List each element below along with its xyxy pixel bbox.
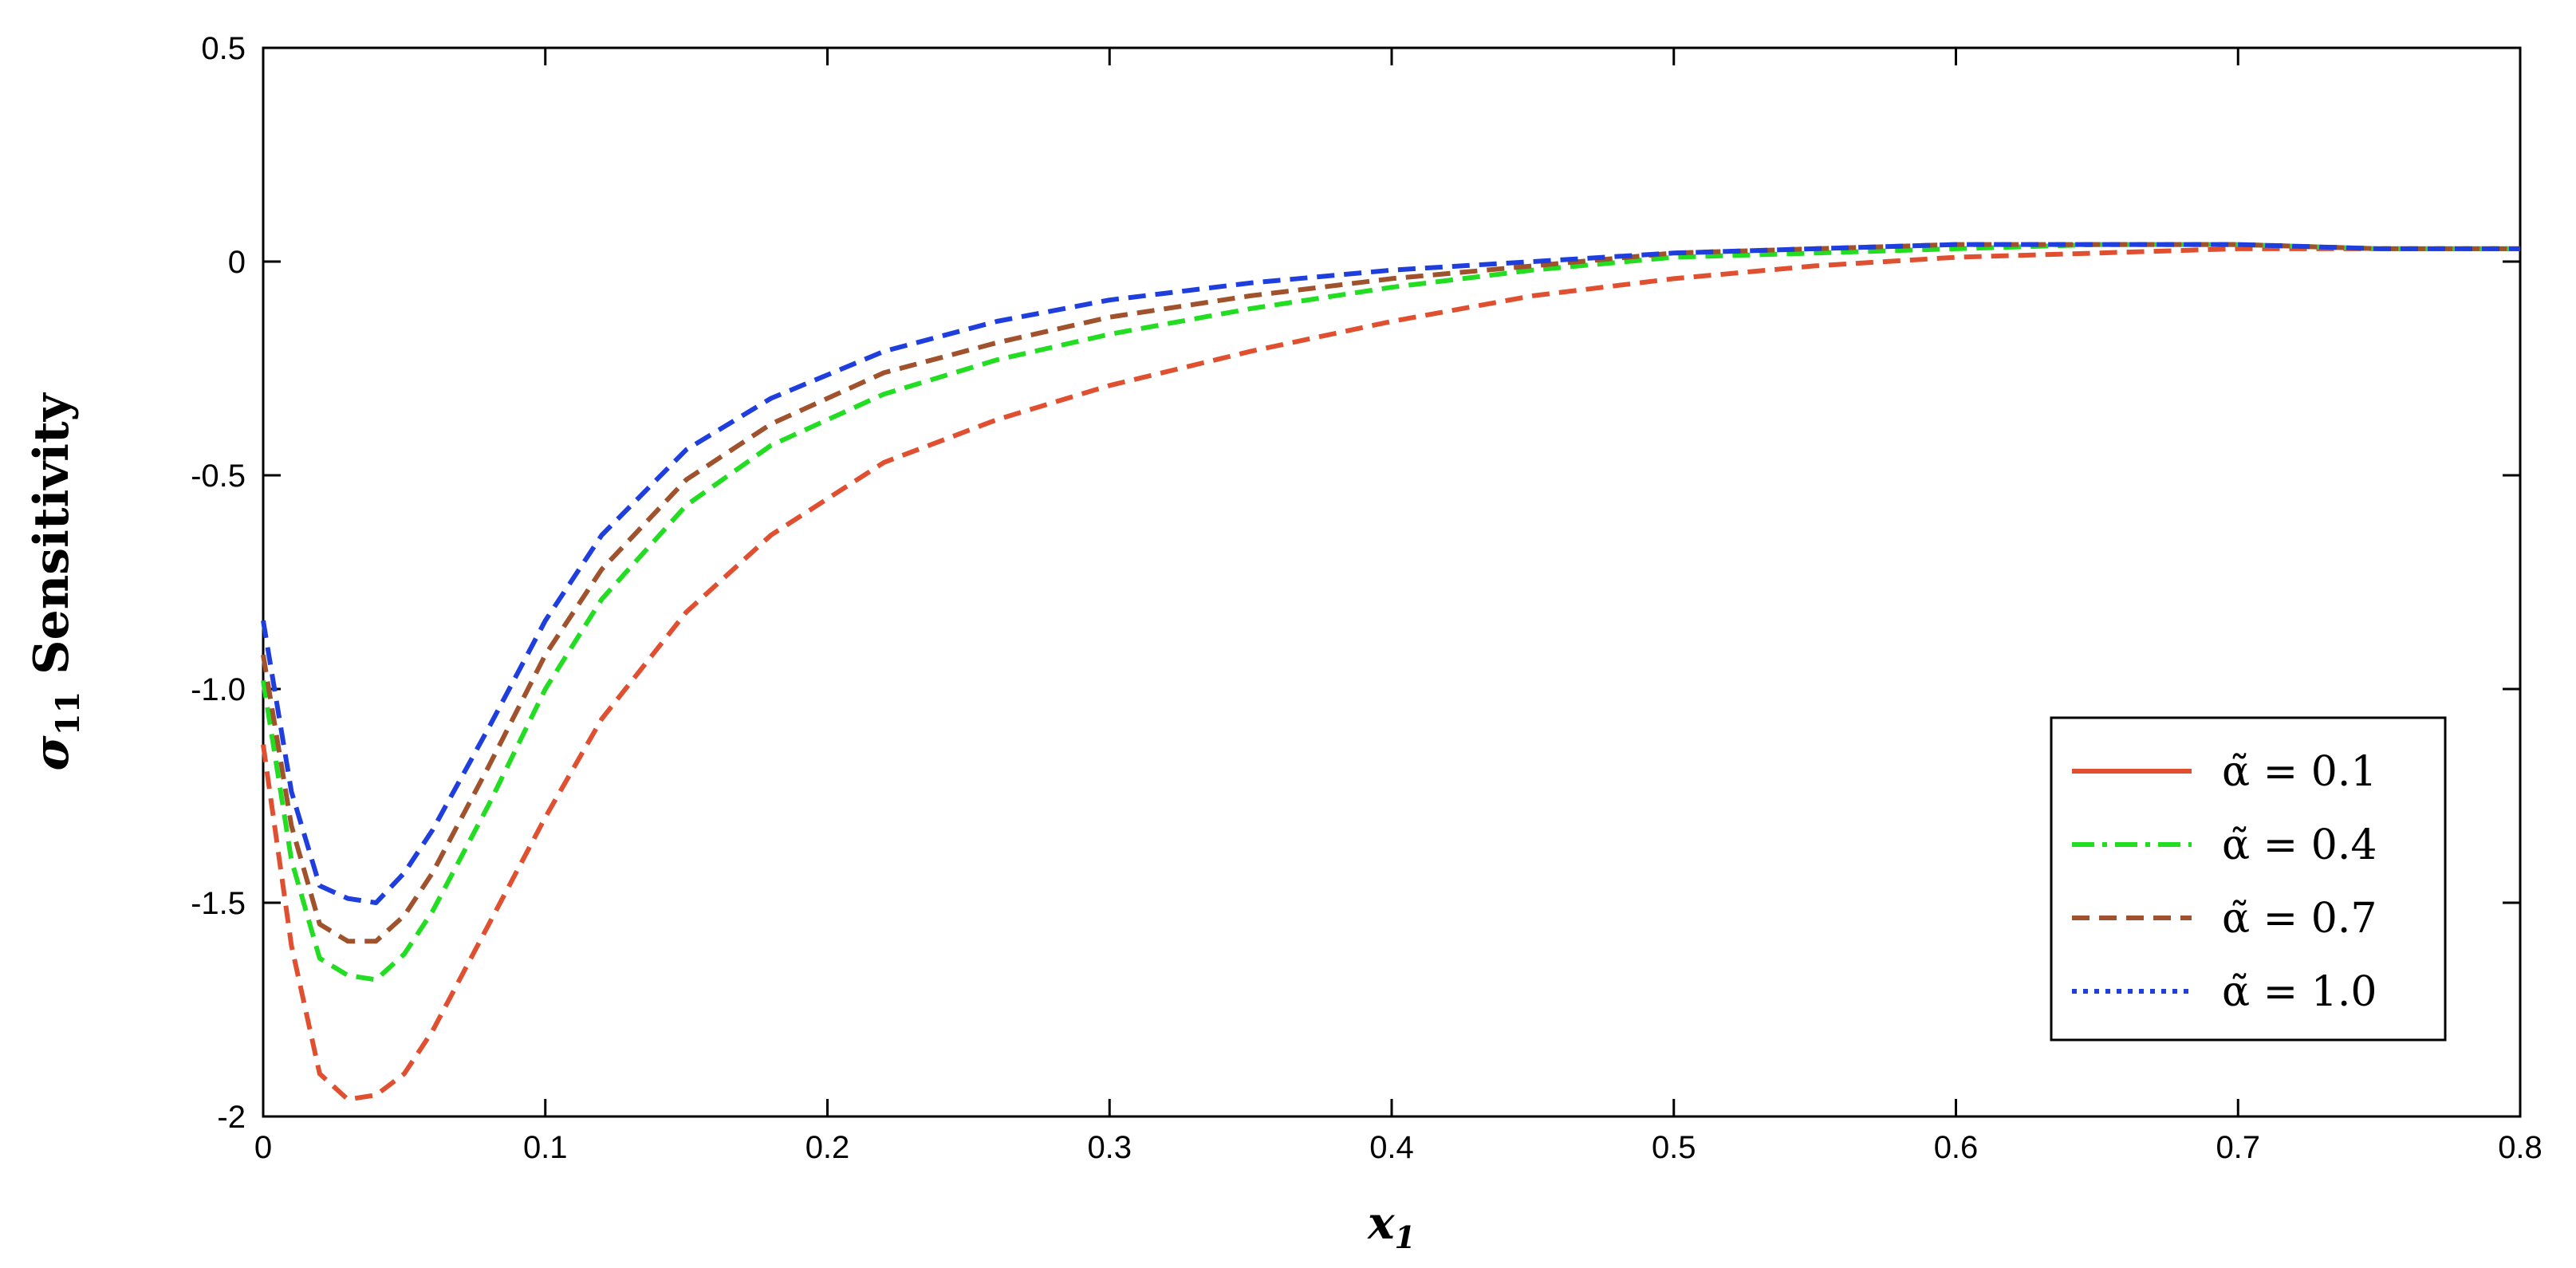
y-axis-title-sub: 11	[49, 691, 87, 736]
y-axis-title-text: Sensitivity	[24, 392, 80, 691]
x-tick-label: 0.7	[2216, 1130, 2260, 1165]
x-tick-label: 0.4	[1369, 1130, 1414, 1165]
x-tick-label: 0.6	[1934, 1130, 1979, 1165]
series-line-2	[261, 242, 2520, 983]
x-axis-title-main: x	[1367, 1197, 1395, 1250]
y-axis-ticks: 0.5 0 -0.5 -1.0 -1.5 -2	[191, 31, 2520, 1135]
y-tick-label: -2	[217, 1100, 246, 1135]
legend-label-3: α̃ = 0.7	[2222, 895, 2377, 943]
series-line-1	[261, 246, 2520, 1102]
x-axis-ticks: 0 0.1 0.2 0.3 0.4 0.5 0.6 0.7 0.8	[254, 48, 2543, 1165]
legend-label-4: α̃ = 1.0	[2222, 968, 2377, 1016]
x-tick-label: 0.5	[1652, 1130, 1696, 1165]
y-tick-label: -1.0	[191, 672, 246, 707]
y-tick-label: 0	[228, 245, 246, 280]
y-tick-label: -1.5	[191, 886, 246, 921]
legend-label-2: α̃ = 0.4	[2222, 821, 2377, 869]
y-tick-label: 0.5	[201, 31, 246, 66]
x-tick-label: 0.8	[2498, 1130, 2543, 1165]
x-tick-label: 0.2	[805, 1130, 850, 1165]
x-axis-title-sub: 1	[1394, 1219, 1415, 1255]
legend-items: α̃ = 0.1 α̃ = 0.4 α̃ = 0.7 α̃ = 1.0	[2072, 748, 2377, 1016]
x-tick-label: 0.3	[1087, 1130, 1132, 1165]
legend-label-1: α̃ = 0.1	[2222, 748, 2377, 796]
legend: α̃ = 0.1 α̃ = 0.4 α̃ = 0.7 α̃ = 1.0	[2050, 716, 2447, 1042]
series-line-4	[261, 242, 2520, 905]
x-tick-label: 0	[254, 1130, 272, 1165]
y-tick-label: -0.5	[191, 459, 246, 494]
x-axis-title: x1	[1367, 1197, 1416, 1255]
y-axis-title-symbol: σ	[24, 735, 80, 771]
y-axis-title: σ11 Sensitivity	[24, 392, 87, 770]
series-layer	[261, 242, 2520, 1102]
x-tick-label: 0.1	[523, 1130, 568, 1165]
